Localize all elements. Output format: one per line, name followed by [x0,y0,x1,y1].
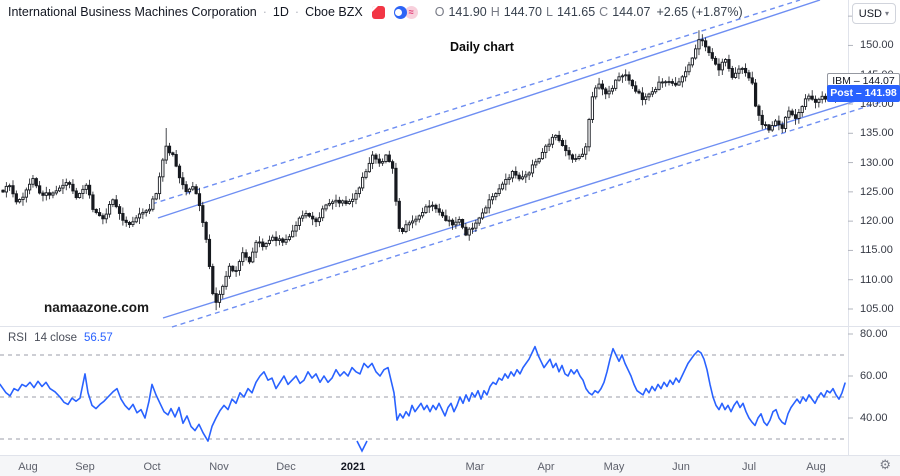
open-value: 141.90 [448,5,487,19]
price-label: 135.00 [860,127,894,140]
rsi-params: 14 close [34,332,78,344]
high-value: 144.70 [503,5,542,19]
exchange-logo-icon [371,5,385,19]
rsi-scale-label: 40.00 [860,412,888,424]
price-label: 105.00 [860,302,894,315]
month-label-jul: Jul [741,461,757,473]
close-value: 144.07 [612,5,651,19]
currency-label: USD [858,7,882,20]
post-market-badge: Post – 141.98 [827,84,900,102]
symbol-title[interactable]: International Business Machines Corporat… [8,5,257,19]
change-value: +2.65 (+1.87%) [656,5,743,19]
month-label-sep: Sep [75,461,95,473]
month-label-mar: Mar [465,461,485,473]
rsi-header: RSI 14 close 56.57 [8,332,113,344]
low-value: 141.65 [556,5,596,19]
price-label: 110.00 [860,273,893,286]
parallel-channel-drawing[interactable] [151,0,900,328]
timeframe-label[interactable]: 1D [272,5,289,19]
price-label: 150.00 [860,39,894,52]
month-label-aug: Aug [806,461,826,473]
rsi-title[interactable]: RSI [8,332,28,344]
watermark-text: namaazone.com [44,300,150,315]
month-label-2021: 2021 [340,461,366,473]
rsi-scale-label: 80.00 [860,328,888,340]
moon-circle-icon [393,5,407,19]
time-axis[interactable] [0,455,900,476]
high-letter: H [490,5,500,19]
daily-chart-annotation: Daily chart [450,40,514,54]
price-label: 125.00 [860,185,894,198]
gear-icon[interactable]: ⚙ [879,457,891,472]
close-letter: C [599,5,609,19]
approx-circle-icon: ≈ [404,5,418,19]
header-separator: · [294,5,300,19]
chevron-down-icon: ▾ [884,8,889,18]
month-label-jun: Jun [672,461,690,473]
rsi-scale-label: 60.00 [860,370,888,382]
month-label-apr: Apr [537,461,555,473]
candlestick-series[interactable] [1,30,844,311]
month-label-dec: Dec [276,461,296,473]
provider-icons: ≈ [393,5,418,19]
drawing-anchor-mark [356,440,368,453]
exchange-label[interactable]: Cboe BZX [305,5,363,19]
month-label-may: May [603,461,625,473]
price-label: 120.00 [860,215,894,228]
month-label-aug: Aug [18,461,38,473]
month-label-nov: Nov [209,461,229,473]
open-letter: O [434,5,445,19]
ohlc-readout: O 141.90 H 144.70 L 141.65 C 144.07 +2.6… [435,5,743,19]
month-label-oct: Oct [143,461,161,473]
rsi-pane[interactable] [0,345,848,442]
low-letter: L [545,5,553,19]
price-label: 115.00 [860,244,893,257]
currency-dropdown[interactable]: USD ▾ [851,3,896,24]
price-label: 130.00 [860,156,894,169]
symbol-header: International Business Machines Corporat… [8,5,743,19]
header-separator: · [262,5,267,19]
rsi-value: 56.57 [84,332,113,344]
rsi-line [0,345,846,442]
